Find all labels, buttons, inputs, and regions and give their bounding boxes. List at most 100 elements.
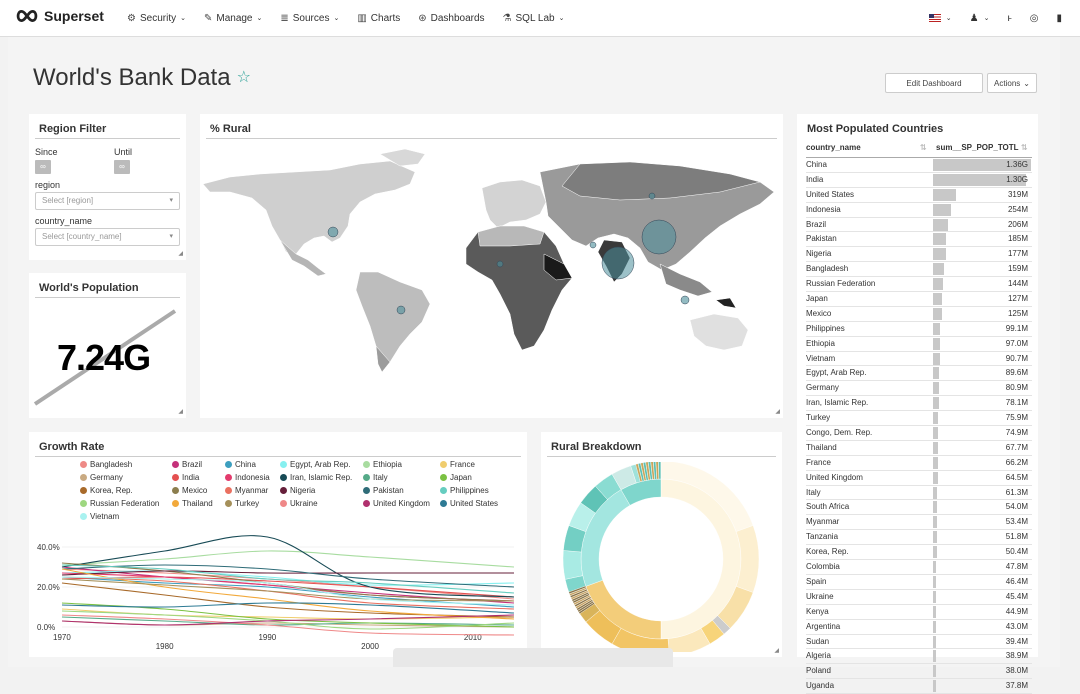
legend-item[interactable]: Thailand	[172, 499, 213, 508]
legend-item[interactable]: Ethiopia	[363, 460, 402, 469]
table-row[interactable]: Japan 127M	[806, 292, 1032, 307]
series-line[interactable]	[61, 564, 515, 588]
github-icon[interactable]: ◎	[1029, 12, 1039, 24]
series-line[interactable]	[61, 570, 515, 586]
table-row[interactable]: Bangladesh 159M	[806, 262, 1032, 278]
series-line[interactable]	[61, 570, 514, 576]
region-select[interactable]: Select [region] ▾	[35, 192, 180, 210]
resize-handle-icon[interactable]: ◢	[775, 409, 780, 415]
nav-security[interactable]: ⚙ Security ⌄	[118, 0, 195, 36]
sort-icon[interactable]: ⇅	[920, 143, 927, 152]
table-row[interactable]: Egypt, Arab Rep. 89.6M	[806, 366, 1032, 382]
legend-item[interactable]: Philippines	[440, 486, 489, 495]
series-line[interactable]	[61, 614, 515, 626]
table-row[interactable]: Sudan 39.4M	[806, 635, 1032, 650]
nav-sources[interactable]: ≣ Sources ⌄	[271, 0, 348, 36]
bubble-russia[interactable]	[648, 192, 656, 200]
table-row[interactable]: Myanmar 53.4M	[806, 515, 1032, 531]
actions-button[interactable]: Actions ⌄	[987, 73, 1037, 93]
legend-item[interactable]: China	[225, 460, 256, 469]
table-row[interactable]: Uganda 37.8M	[806, 679, 1032, 694]
legend-item[interactable]: Japan	[440, 473, 472, 482]
col-population[interactable]: sum__SP_POP_TOTL	[936, 143, 1019, 152]
table-row[interactable]: Russian Federation 144M	[806, 277, 1032, 293]
legend-item[interactable]: Russian Federation	[80, 499, 159, 508]
south-america[interactable]	[355, 271, 431, 373]
table-row[interactable]: Indonesia 254M	[806, 203, 1032, 218]
resize-handle-icon[interactable]: ◢	[774, 648, 779, 654]
series-line[interactable]	[61, 564, 515, 594]
legend-item[interactable]: Mexico	[172, 486, 207, 495]
table-row[interactable]: Colombia 47.8M	[806, 560, 1032, 575]
sort-icon[interactable]: ⇅	[1021, 143, 1028, 152]
legend-item[interactable]: United States	[440, 499, 498, 508]
table-row[interactable]: Nigeria 177M	[806, 247, 1032, 263]
until-button[interactable]: ∞	[114, 160, 130, 174]
col-country-name[interactable]: country_name	[806, 143, 861, 152]
user-menu[interactable]: ♟ ⌄	[970, 13, 990, 24]
bubble-indonesia[interactable]	[680, 295, 690, 305]
table-row[interactable]: Congo, Dem. Rep. 74.9M	[806, 426, 1032, 441]
legend-item[interactable]: France	[440, 460, 475, 469]
edit-dashboard-button[interactable]: Edit Dashboard	[885, 73, 983, 93]
table-row[interactable]: Germany 80.9M	[806, 381, 1032, 397]
series-line[interactable]	[61, 576, 515, 598]
table-row[interactable]: Ukraine 45.4M	[806, 590, 1032, 605]
table-row[interactable]: Kenya 44.9M	[806, 605, 1032, 620]
table-row[interactable]: Pakistan 185M	[806, 232, 1032, 248]
series-line[interactable]	[61, 535, 515, 598]
table-row[interactable]: Korea, Rep. 50.4M	[806, 545, 1032, 561]
bubble-nigeria[interactable]	[496, 260, 504, 268]
language-menu[interactable]: ⌄	[928, 14, 952, 22]
table-row[interactable]: Brazil 206M	[806, 218, 1032, 233]
table-row[interactable]: United States 319M	[806, 188, 1032, 203]
legend-item[interactable]: Vietnam	[80, 512, 119, 521]
table-row[interactable]: Algeria 38.9M	[806, 649, 1032, 665]
table-row[interactable]: Tanzania 51.8M	[806, 530, 1032, 546]
legend-item[interactable]: Iran, Islamic Rep.	[280, 473, 352, 482]
book-icon[interactable]: ▮	[1056, 12, 1062, 24]
oceania[interactable]	[689, 297, 749, 351]
sunburst-segment[interactable]	[568, 585, 587, 595]
series-line[interactable]	[61, 602, 515, 614]
version-icon[interactable]: ⱶ	[1007, 12, 1012, 24]
country-name-select[interactable]: Select [country_name] ▾	[35, 228, 180, 246]
nav-dashboards[interactable]: ⊛ Dashboards	[409, 0, 493, 36]
table-row[interactable]: Turkey 75.9M	[806, 411, 1032, 427]
legend-item[interactable]: Turkey	[225, 499, 259, 508]
table-row[interactable]: Ethiopia 97.0M	[806, 337, 1032, 352]
series-line[interactable]	[61, 550, 515, 568]
legend-item[interactable]: Myanmar	[225, 486, 268, 495]
nav-manage[interactable]: ✎ Manage ⌄	[195, 0, 271, 36]
bubble-pakistan[interactable]	[589, 241, 597, 249]
bubble-china[interactable]	[641, 219, 677, 255]
legend-item[interactable]: Brazil	[172, 460, 202, 469]
africa[interactable]	[465, 225, 573, 351]
sunburst-segment[interactable]	[658, 462, 662, 480]
resize-handle-icon[interactable]: ◢	[178, 409, 183, 415]
bubble-brazil[interactable]	[396, 305, 406, 315]
legend-item[interactable]: Pakistan	[363, 486, 404, 495]
legend-item[interactable]: Korea, Rep.	[80, 486, 133, 495]
legend-item[interactable]: Indonesia	[225, 473, 270, 482]
resize-handle-icon[interactable]: ◢	[178, 251, 183, 257]
brand-logo[interactable]: Superset	[16, 8, 104, 24]
north-america[interactable]	[202, 148, 426, 277]
table-row[interactable]: Argentina 43.0M	[806, 620, 1032, 635]
nav-charts[interactable]: ▥ Charts	[348, 0, 409, 36]
series-line[interactable]	[61, 578, 515, 602]
series-line[interactable]	[61, 576, 515, 606]
series-line[interactable]	[61, 614, 515, 636]
table-row[interactable]: Mexico 125M	[806, 307, 1032, 322]
nav-sql-lab[interactable]: ⚗ SQL Lab ⌄	[494, 0, 574, 36]
legend-item[interactable]: Egypt, Arab Rep.	[280, 460, 350, 469]
table-row[interactable]: South Africa 54.0M	[806, 500, 1032, 516]
table-row[interactable]: United Kingdom 64.5M	[806, 471, 1032, 486]
legend-item[interactable]: Bangladesh	[80, 460, 132, 469]
since-button[interactable]: ∞	[35, 160, 51, 174]
bubble-india[interactable]	[601, 246, 635, 280]
table-row[interactable]: Iran, Islamic Rep. 78.1M	[806, 396, 1032, 412]
legend-item[interactable]: India	[172, 473, 199, 482]
legend-item[interactable]: Germany	[80, 473, 123, 482]
bubble-united-states[interactable]	[327, 226, 339, 238]
